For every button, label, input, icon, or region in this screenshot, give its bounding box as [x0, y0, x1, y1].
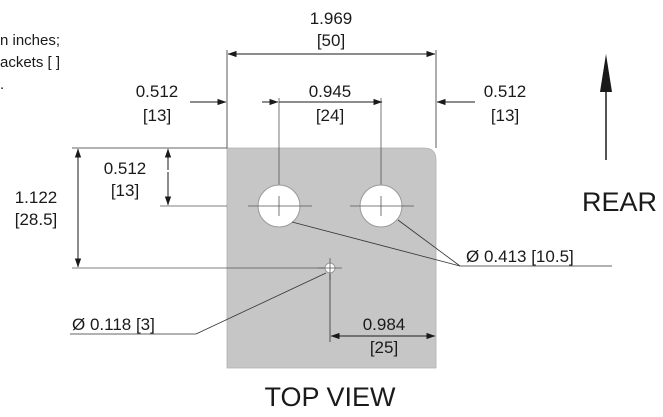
right-margin-inches: 0.512 — [484, 82, 527, 101]
pin-offset-mm: [25] — [370, 338, 398, 357]
overall-width-inches: 1.969 — [310, 9, 353, 28]
center-mark-right — [350, 196, 414, 216]
top-to-holes-mm: [13] — [111, 181, 139, 200]
top-to-pin-mm: [28.5] — [15, 210, 58, 229]
pin-offset-inches: 0.984 — [363, 315, 406, 334]
leader-pin-hole — [195, 272, 327, 335]
small-hole-diameter: Ø 0.118 [3] — [72, 315, 155, 334]
top-to-pin-inches: 1.122 — [15, 188, 58, 207]
left-margin-mm: [13] — [143, 106, 171, 125]
leader-large-hole-b — [397, 219, 461, 267]
note-line-2: ackets [ ] — [0, 54, 60, 71]
note-line-3: . — [0, 76, 4, 93]
rear-label: REAR — [582, 187, 657, 217]
plate — [226, 147, 437, 369]
rear-arrow-head — [600, 54, 612, 92]
right-margin-mm: [13] — [491, 106, 519, 125]
hole-spacing-mm: [24] — [316, 106, 344, 125]
top-to-holes-inches: 0.512 — [104, 159, 147, 178]
center-mark-left — [248, 196, 312, 216]
hole-spacing-inches: 0.945 — [309, 82, 352, 101]
overall-width-mm: [50] — [317, 31, 345, 50]
large-hole-diameter: Ø 0.413 [10.5] — [466, 247, 574, 266]
left-margin-inches: 0.512 — [136, 82, 179, 101]
leader-large-hole-a — [291, 221, 461, 267]
note-line-1: n inches; — [0, 32, 60, 49]
view-title: TOP VIEW — [264, 382, 396, 412]
